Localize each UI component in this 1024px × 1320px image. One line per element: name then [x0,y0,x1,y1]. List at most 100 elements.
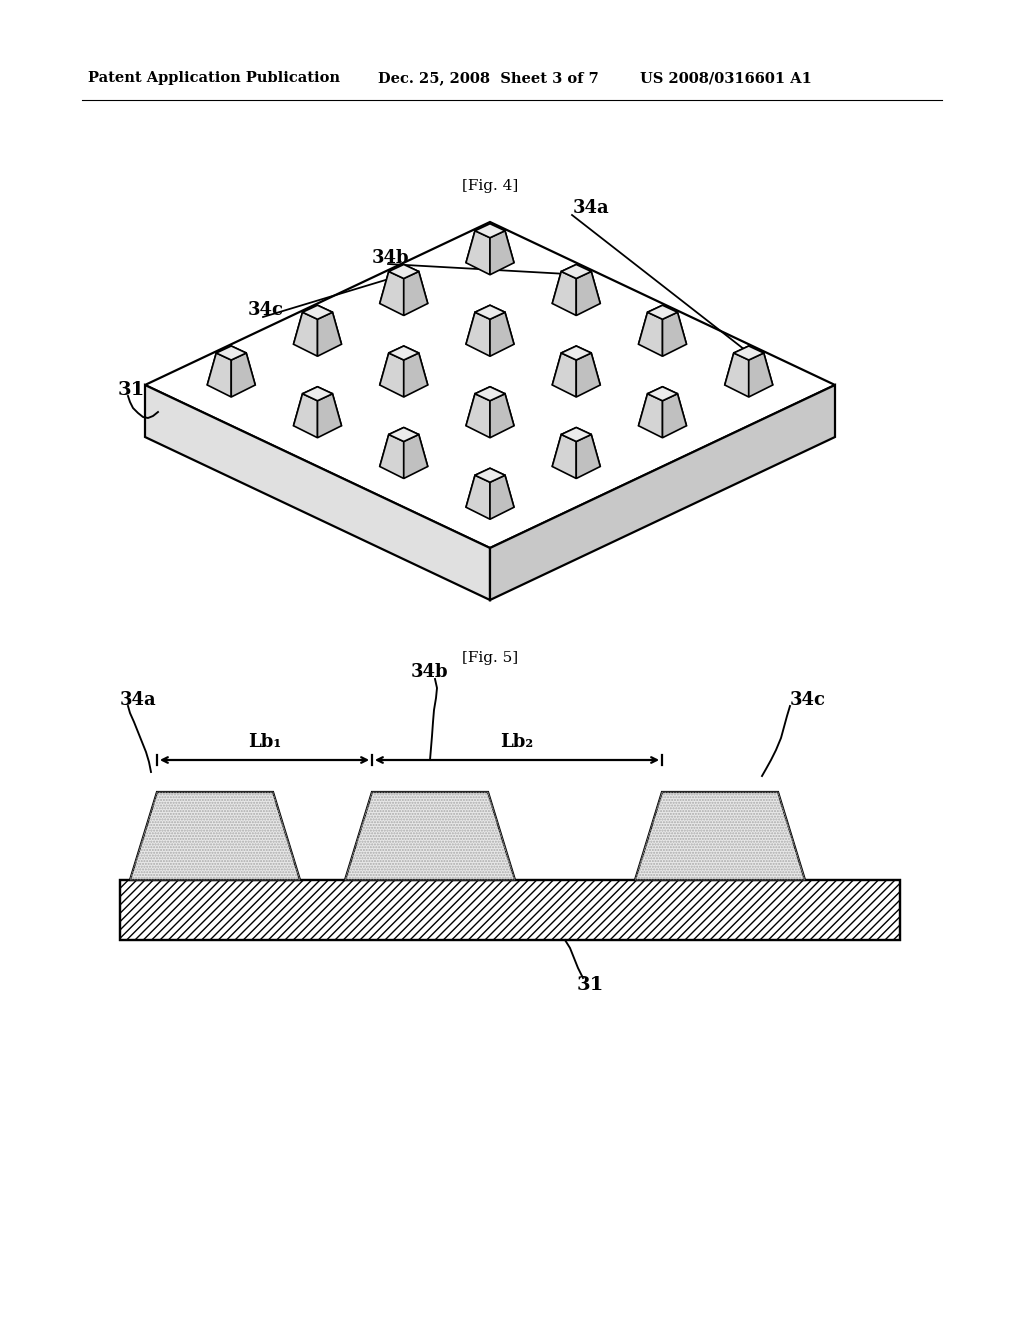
Polygon shape [207,352,231,397]
Polygon shape [663,393,686,438]
Polygon shape [403,346,428,385]
Polygon shape [663,313,686,356]
Text: 34b: 34b [372,249,410,267]
Text: US 2008/0316601 A1: US 2008/0316601 A1 [640,71,812,84]
Polygon shape [302,305,333,319]
Polygon shape [490,393,514,438]
Polygon shape [294,393,317,438]
Polygon shape [345,792,515,880]
Polygon shape [389,264,419,279]
Polygon shape [490,475,514,519]
Polygon shape [577,434,600,479]
Polygon shape [552,428,577,466]
Polygon shape [380,434,403,479]
Polygon shape [130,792,300,880]
Polygon shape [317,387,341,426]
Text: [Fig. 4]: [Fig. 4] [462,180,518,193]
Polygon shape [389,428,419,441]
Polygon shape [317,313,341,356]
Polygon shape [475,305,505,319]
Polygon shape [639,313,663,356]
Polygon shape [490,387,514,426]
Polygon shape [647,305,678,319]
Polygon shape [145,385,490,601]
Polygon shape [389,346,419,360]
Polygon shape [635,792,805,880]
Polygon shape [490,305,514,345]
Polygon shape [403,434,428,479]
Text: 34c: 34c [790,690,826,709]
Polygon shape [475,469,505,482]
Polygon shape [380,346,403,385]
Polygon shape [561,346,591,360]
Polygon shape [490,469,514,507]
Polygon shape [207,346,231,385]
Polygon shape [466,393,490,438]
Polygon shape [552,346,577,385]
Polygon shape [663,305,686,345]
Polygon shape [403,264,428,304]
Text: 31: 31 [577,975,604,994]
Text: Patent Application Publication: Patent Application Publication [88,71,340,84]
Polygon shape [725,352,749,397]
Polygon shape [577,346,600,385]
Polygon shape [490,385,835,601]
Polygon shape [577,428,600,466]
Polygon shape [145,222,835,548]
Polygon shape [490,224,514,263]
Polygon shape [734,346,764,360]
Polygon shape [552,352,577,397]
Polygon shape [231,352,255,397]
Polygon shape [490,313,514,356]
Polygon shape [380,264,403,304]
Polygon shape [552,264,577,304]
Polygon shape [317,393,341,438]
Polygon shape [403,428,428,466]
Text: 34c: 34c [248,301,284,319]
Polygon shape [466,224,490,263]
Polygon shape [466,469,490,507]
Polygon shape [317,305,341,345]
Polygon shape [294,313,317,356]
Text: Lb₁: Lb₁ [248,733,282,751]
Polygon shape [639,305,663,345]
Polygon shape [639,393,663,438]
Polygon shape [466,305,490,345]
Polygon shape [552,272,577,315]
Polygon shape [294,305,317,345]
Polygon shape [639,387,663,426]
Text: [Fig. 5]: [Fig. 5] [462,651,518,665]
Polygon shape [749,352,773,397]
Polygon shape [466,475,490,519]
Polygon shape [663,387,686,426]
Polygon shape [749,346,773,385]
Polygon shape [561,264,591,279]
Text: Dec. 25, 2008  Sheet 3 of 7: Dec. 25, 2008 Sheet 3 of 7 [378,71,599,84]
Polygon shape [466,231,490,275]
Polygon shape [577,264,600,304]
Polygon shape [302,387,333,401]
Polygon shape [380,428,403,466]
Polygon shape [380,352,403,397]
Polygon shape [466,387,490,426]
Polygon shape [552,434,577,479]
Polygon shape [475,224,505,238]
Polygon shape [577,272,600,315]
Polygon shape [403,352,428,397]
Polygon shape [231,346,255,385]
Polygon shape [216,346,246,360]
Text: 34a: 34a [573,199,609,216]
Text: 34a: 34a [120,690,157,709]
Polygon shape [380,272,403,315]
Polygon shape [475,387,505,401]
Polygon shape [466,313,490,356]
Polygon shape [403,272,428,315]
Text: 31: 31 [118,381,145,399]
Text: 34b: 34b [412,663,449,681]
Polygon shape [647,387,678,401]
Polygon shape [577,352,600,397]
Polygon shape [561,428,591,441]
Polygon shape [725,346,749,385]
Polygon shape [294,387,317,426]
Text: Lb₂: Lb₂ [501,733,534,751]
